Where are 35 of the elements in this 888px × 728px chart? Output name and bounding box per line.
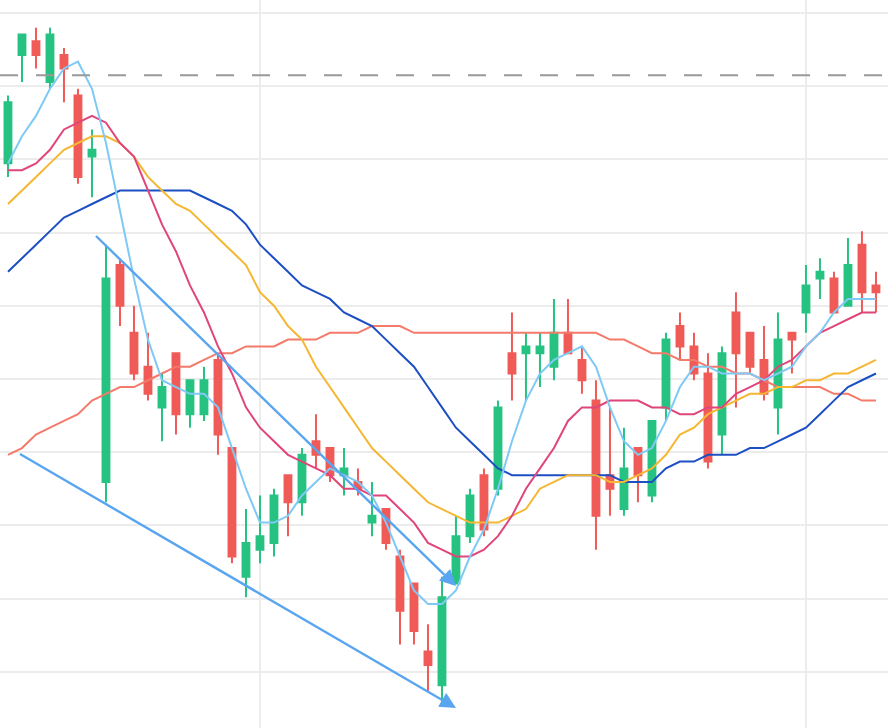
candlestick	[591, 379, 601, 551]
candlestick	[101, 243, 111, 504]
candlestick	[129, 304, 139, 382]
candlestick	[367, 480, 377, 538]
candlestick	[535, 331, 545, 389]
candlestick	[675, 311, 685, 361]
candlestick	[521, 331, 531, 402]
candlestick	[801, 264, 811, 334]
candlestick	[815, 257, 825, 300]
candlestick	[563, 297, 573, 355]
candlestick	[871, 270, 881, 314]
candlestick	[87, 128, 97, 199]
candlestick	[255, 494, 265, 565]
candlestick	[241, 508, 251, 599]
candlestick	[787, 331, 797, 375]
candlestick	[269, 487, 279, 558]
candlestick	[857, 230, 867, 314]
candlestick	[507, 311, 517, 402]
candlestick	[605, 406, 615, 517]
candlestick	[619, 426, 629, 517]
candlestick	[423, 623, 433, 694]
candlestick	[17, 33, 27, 84]
candlestick	[339, 447, 349, 497]
candlestick	[59, 47, 69, 104]
candlestick	[157, 372, 167, 443]
candlestick	[577, 345, 587, 395]
candlestick	[115, 257, 125, 328]
candlestick	[395, 548, 405, 646]
candlestick	[549, 297, 559, 382]
candlestick	[31, 26, 41, 70]
candlestick	[143, 331, 153, 402]
candlestick	[731, 291, 741, 409]
candlestick	[843, 236, 853, 307]
candlestick	[745, 331, 755, 375]
candlestick	[283, 474, 293, 538]
